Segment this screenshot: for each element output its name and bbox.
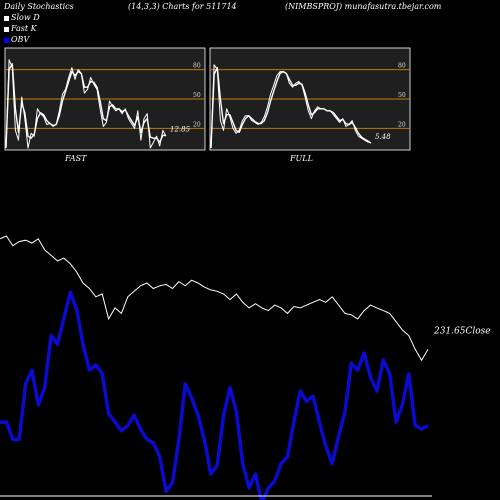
- close-last-value-label: 231.65Close: [433, 326, 491, 336]
- fast-ytick-80: 80: [193, 63, 201, 70]
- header-left: Daily Stochastics: [4, 2, 74, 11]
- legend-swatch-obv: [4, 37, 9, 43]
- full-title: FULL: [289, 154, 313, 163]
- fast-ytick-20: 20: [193, 121, 201, 128]
- full-series-1-line: [210, 66, 372, 149]
- legend-item-obv: OBV: [4, 35, 29, 44]
- full-ytick-20: 20: [398, 121, 406, 128]
- legend-label-slow-d: Slow D: [11, 13, 40, 22]
- legend-swatch-fast-k: [4, 26, 9, 32]
- header-center: (14,3,3) Charts for 511714: [128, 2, 237, 11]
- fast-series-1-line: [5, 63, 167, 149]
- full-last-value-label: 5.48: [375, 133, 391, 141]
- legend-swatch-slow-d: [4, 15, 9, 21]
- header-right: (NIMBSPROJ) munafasutra.tbejar.com: [285, 2, 442, 11]
- full-ytick-80: 80: [398, 63, 406, 70]
- close-price-line: [0, 235, 429, 362]
- obv-line: [0, 290, 429, 500]
- full-ytick-50: 50: [398, 92, 406, 99]
- legend-item-fast-k: Fast K: [4, 24, 37, 33]
- legend-label-obv: OBV: [11, 35, 30, 44]
- fast-ytick-50: 50: [193, 92, 201, 99]
- legend-label-fast-k: Fast K: [11, 24, 37, 33]
- fast-title: FAST: [64, 154, 87, 163]
- legend-item-slow-d: Slow D: [4, 13, 40, 22]
- fast-last-value-label: 12.85: [170, 125, 191, 133]
